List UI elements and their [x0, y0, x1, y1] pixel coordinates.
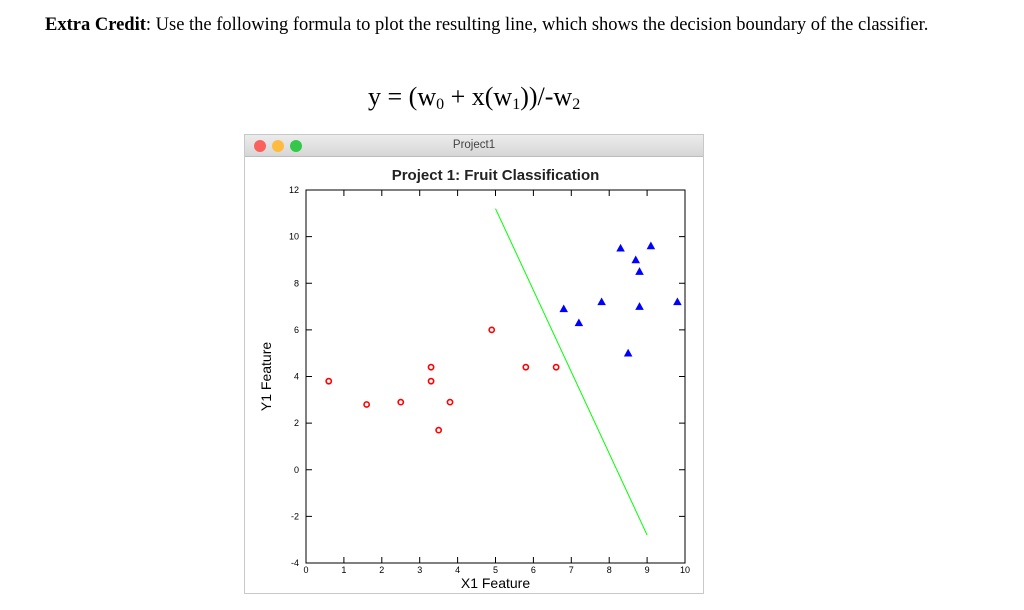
y-tick-label: 6: [294, 325, 299, 335]
y-tick-label: 8: [294, 278, 299, 288]
y-axis-label: Y1 Feature: [258, 342, 274, 411]
point-circle: [435, 426, 443, 434]
chart-title: Project 1: Fruit Classification: [392, 167, 600, 184]
decision-boundary-formula: y = (w0 + x(w1))/-w2: [368, 82, 580, 114]
x-tick-label: 3: [417, 565, 422, 575]
decision-boundary-line: [495, 208, 648, 536]
y-tick-label: -4: [291, 558, 299, 568]
point-triangle: [574, 318, 584, 327]
point-circle: [325, 377, 333, 385]
point-triangle: [635, 302, 644, 310]
point-circle: [446, 398, 454, 406]
window-title: Project1: [452, 139, 496, 151]
point-triangle: [623, 348, 633, 357]
formula-part-mid: + x(w: [444, 82, 513, 111]
point-circle: [427, 377, 435, 385]
y-tick-label: 2: [294, 418, 299, 428]
x-tick-label: 1: [341, 565, 346, 575]
x-tick-label: 10: [680, 565, 690, 575]
formula-part-end: ))/-w: [520, 82, 573, 111]
x-tick-label: 5: [493, 565, 498, 575]
point-triangle: [646, 241, 656, 250]
x-axis-label: X1 Feature: [461, 575, 530, 591]
point-triangle: [616, 243, 625, 252]
point-circle: [552, 363, 560, 371]
point-circle: [522, 363, 530, 371]
x-tick-label: 2: [379, 565, 384, 575]
point-circle: [397, 398, 405, 406]
formula-part-lhs: y = (w: [368, 82, 437, 111]
y-tick-label: 10: [289, 232, 299, 242]
point-circle: [488, 326, 496, 334]
point-triangle: [597, 297, 606, 306]
plot-window: Project1 Project 1: Fruit Classification…: [244, 134, 704, 594]
point-triangle: [631, 255, 641, 264]
x-tick-label: 9: [645, 565, 650, 575]
plot-frame: [305, 189, 686, 564]
instruction-text: : Use the following formula to plot the …: [145, 15, 929, 35]
y-tick-label: 0: [294, 465, 299, 475]
minimize-window-icon[interactable]: [272, 140, 284, 152]
x-tick-label: 7: [569, 565, 574, 575]
x-tick-label: 0: [303, 565, 308, 575]
zoom-window-icon[interactable]: [290, 140, 302, 152]
y-tick-label: 12: [289, 185, 299, 195]
close-window-icon[interactable]: [254, 140, 266, 152]
point-triangle: [635, 267, 644, 275]
x-tick-label: 6: [531, 565, 536, 575]
window-titlebar[interactable]: Project1: [245, 135, 703, 157]
point-triangle: [673, 297, 682, 306]
point-triangle: [559, 304, 568, 313]
y-tick-label: 4: [294, 372, 299, 382]
point-circle: [427, 363, 435, 371]
x-tick-label: 8: [607, 565, 612, 575]
extra-credit-label: Extra Credit: [45, 15, 146, 35]
point-circle: [363, 401, 371, 408]
formula-sub-0: 0: [436, 96, 445, 113]
x-tick-label: 4: [455, 565, 460, 575]
instruction-paragraph: Extra Credit: Use the following formula …: [45, 12, 985, 39]
formula-sub-1: 1: [512, 96, 521, 113]
formula-sub-2: 2: [572, 96, 581, 113]
y-tick-label: -2: [291, 511, 299, 521]
